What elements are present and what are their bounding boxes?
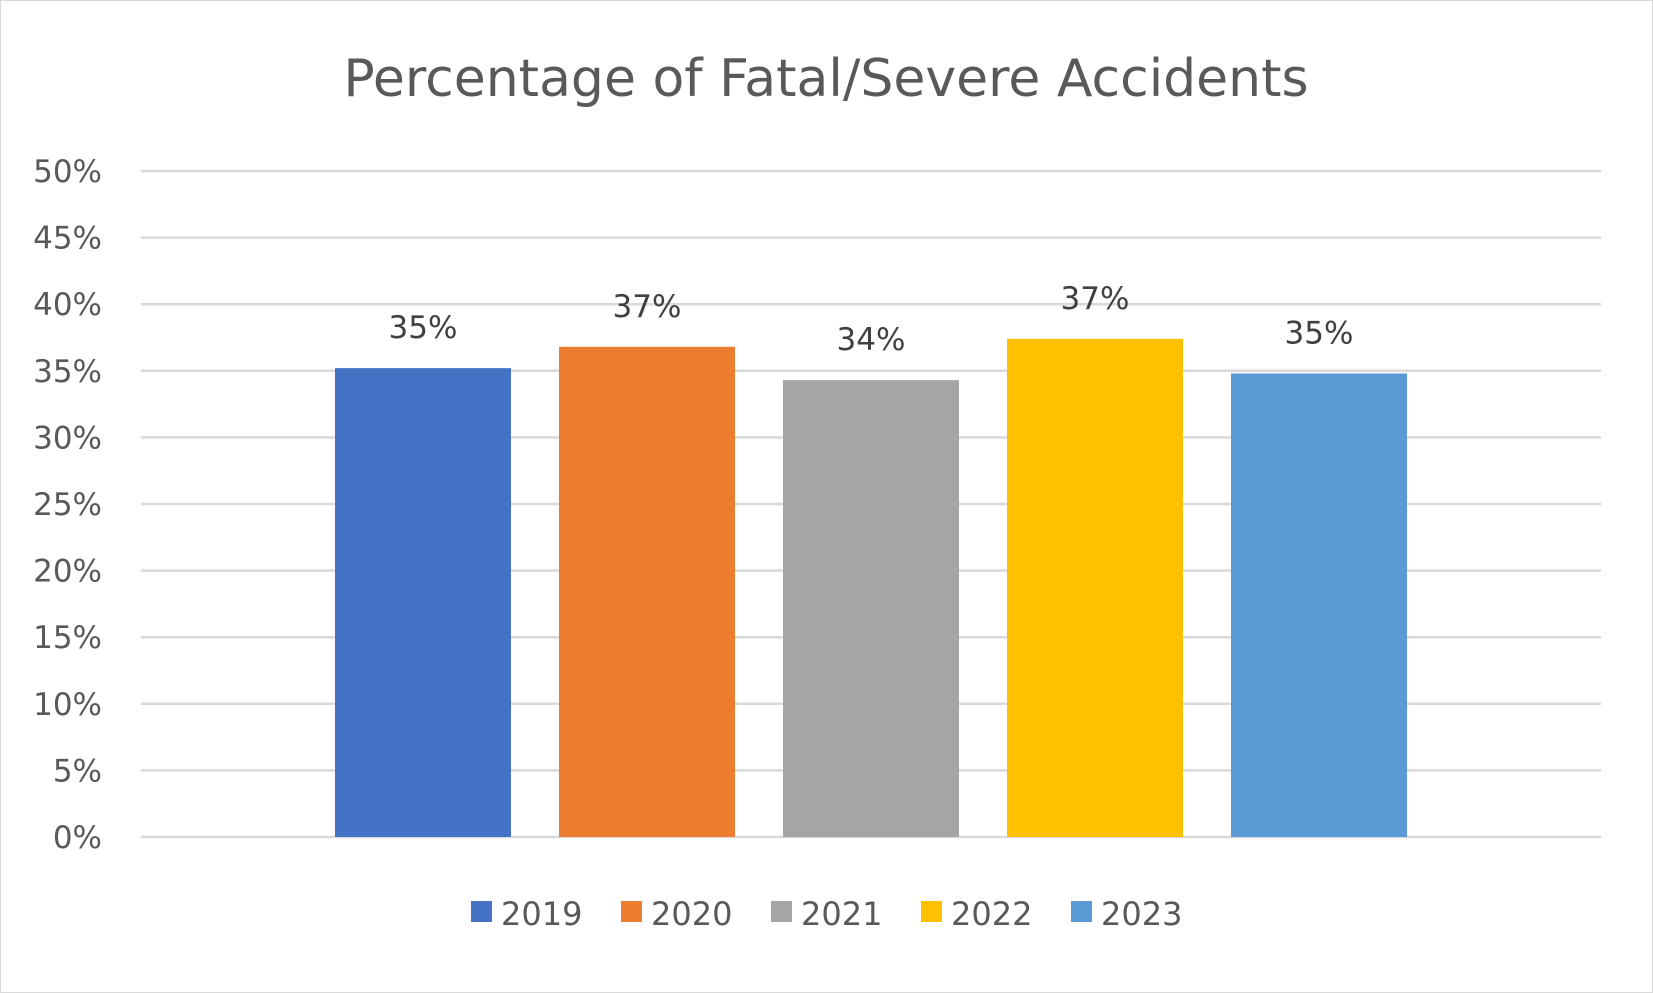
legend-swatch-2023 — [1071, 901, 1092, 922]
bar-2021 — [783, 380, 959, 837]
legend-swatch-2019 — [471, 901, 492, 922]
legend-label-2020: 2020 — [651, 895, 732, 933]
legend-label-2019: 2019 — [501, 895, 582, 933]
data-label-2021: 34% — [837, 322, 906, 358]
y-tick-label: 35% — [33, 354, 102, 390]
y-tick-label: 15% — [33, 620, 102, 656]
legend-label-2023: 2023 — [1101, 895, 1182, 933]
legend-label-2022: 2022 — [951, 895, 1032, 933]
legend-swatch-2020 — [621, 901, 642, 922]
data-label-2020: 37% — [613, 289, 682, 325]
bar-2023 — [1231, 373, 1407, 837]
data-label-2023: 35% — [1285, 315, 1354, 351]
bar-2019 — [335, 368, 511, 837]
y-tick-label: 30% — [33, 420, 102, 456]
y-tick-label: 25% — [33, 487, 102, 523]
data-label-2022: 37% — [1061, 281, 1130, 317]
data-labels: 35% 37% 34% 37% 35% — [389, 281, 1354, 358]
data-label-2019: 35% — [389, 310, 458, 346]
legend: 2019 2020 2021 2022 2023 — [471, 895, 1182, 933]
y-tick-label: 20% — [33, 554, 102, 590]
bars — [335, 338, 1407, 837]
y-tick-label: 45% — [33, 221, 102, 257]
legend-label-2021: 2021 — [801, 895, 882, 933]
bar-2022 — [1007, 338, 1183, 837]
legend-swatch-2022 — [921, 901, 942, 922]
y-axis-tick-labels: 0% 5% 10% 15% 20% 25% 30% 35% 40% 45% 50% — [33, 154, 102, 856]
legend-swatch-2021 — [771, 901, 792, 922]
y-tick-label: 10% — [33, 687, 102, 723]
y-tick-label: 40% — [33, 287, 102, 323]
y-tick-label: 0% — [53, 820, 102, 856]
bar-2020 — [559, 346, 735, 837]
y-tick-label: 50% — [33, 154, 102, 190]
y-tick-label: 5% — [53, 753, 102, 789]
chart-title: Percentage of Fatal/Severe Accidents — [343, 49, 1308, 109]
